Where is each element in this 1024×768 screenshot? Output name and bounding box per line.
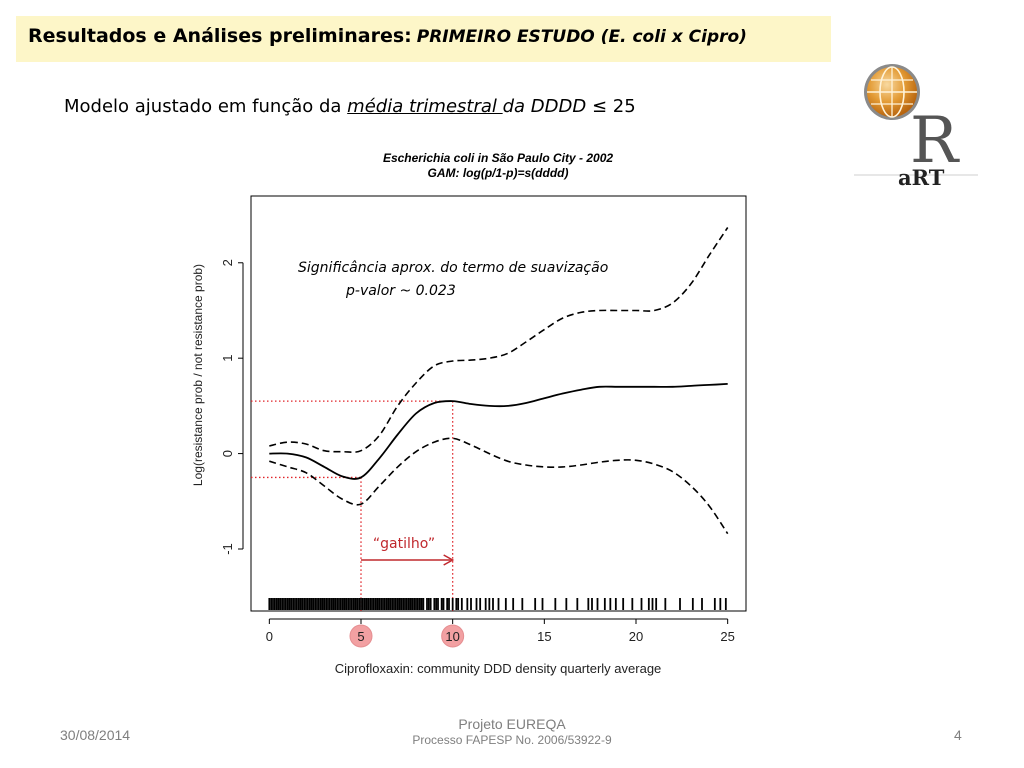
- pvalue-annotation: p-valor ~ 0.023: [345, 283, 456, 299]
- fit-curve: [269, 383, 728, 480]
- y-axis-label: Log(resistance prob / not resistance pro…: [191, 264, 205, 486]
- title-italic: PRIMEIRO ESTUDO (E. coli x Cipro): [416, 27, 747, 47]
- title-banner: Resultados e Análises preliminares: PRIME…: [16, 16, 831, 62]
- title-main: Resultados e Análises preliminares:: [28, 25, 412, 47]
- art-logo: R aRT: [854, 64, 978, 190]
- logo-r-letter: R: [910, 104, 960, 178]
- subtitle-italic: da DDDD: [502, 96, 587, 117]
- globe-icon: [864, 64, 920, 120]
- footer-page-number: 4: [954, 727, 962, 743]
- plot-frame: [250, 195, 747, 612]
- chart-title: Escherichia coli in São Paulo City - 200…: [383, 151, 613, 165]
- logo-text: aRT: [898, 165, 945, 190]
- x-tick-label: 25: [720, 629, 734, 644]
- x-tick-label: 5: [357, 629, 364, 644]
- x-tick-label: 15: [537, 629, 551, 644]
- x-tick-label: 0: [266, 629, 273, 644]
- slide-subtitle: Modelo ajustado em função da média trime…: [64, 96, 636, 117]
- subtitle-underlined: média trimestral: [347, 96, 503, 117]
- subtitle-suffix: ≤ 25: [586, 96, 636, 117]
- y-tick-label: -1: [220, 543, 235, 555]
- slide-title: Resultados e Análises preliminares: PRIME…: [28, 25, 747, 47]
- y-tick-label: 1: [220, 355, 235, 362]
- x-axis-label: Ciprofloxaxin: community DDD density qua…: [335, 661, 662, 676]
- gam-chart: Escherichia coli in São Paulo City - 200…: [191, 151, 747, 676]
- footer-date: 30/08/2014: [60, 727, 131, 743]
- footer-center: Projeto EUREQA Processo FAPESP No. 2006/…: [0, 716, 1024, 747]
- x-tick-label: 20: [629, 629, 643, 644]
- footer-project: Projeto EUREQA: [458, 716, 566, 732]
- footer-process: Processo FAPESP No. 2006/53922-9: [412, 733, 612, 747]
- tick-highlight-10: [441, 624, 465, 648]
- tick-highlight-5: [349, 624, 373, 648]
- subtitle-prefix: Modelo ajustado em função da: [64, 96, 348, 117]
- y-tick-label: 2: [220, 259, 235, 266]
- y-tick-label: 0: [220, 450, 235, 457]
- lower-curve: [269, 437, 729, 535]
- gatilho-label: “gatilho”: [373, 536, 435, 552]
- gatilho-arrow-head: [443, 554, 455, 566]
- x-tick-label: 10: [445, 629, 459, 644]
- chart-subtitle: GAM: log(p/1-p)=s(dddd): [428, 166, 569, 180]
- significance-annotation: Significância aprox. do termo de suaviza…: [298, 260, 608, 276]
